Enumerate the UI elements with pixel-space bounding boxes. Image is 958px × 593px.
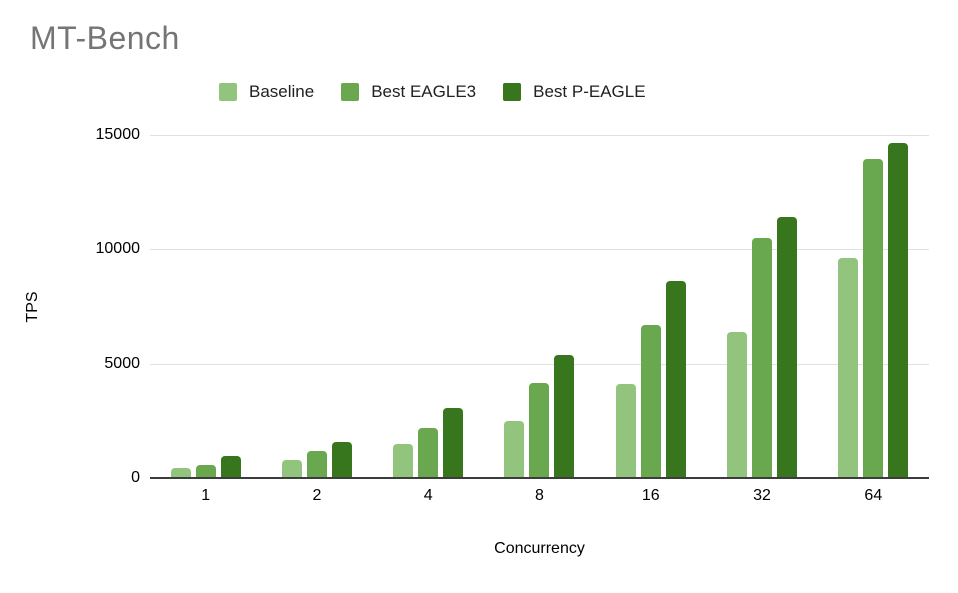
legend-item-baseline: Baseline — [219, 82, 314, 102]
bar-best-eagle3-4 — [418, 428, 439, 478]
y-tick-label: 15000 — [95, 126, 141, 143]
bar-baseline-64 — [838, 258, 859, 478]
y-tick-label: 10000 — [95, 240, 141, 258]
bar-baseline-1 — [170, 468, 191, 478]
bar-group-16 — [595, 281, 706, 478]
legend-label-best-p-eagle: Best P-EAGLE — [533, 82, 646, 101]
x-tick-label: 32 — [753, 487, 771, 504]
bar-baseline-8 — [504, 421, 525, 478]
bar-best-p-eagle-64 — [888, 143, 909, 478]
gridline — [150, 249, 929, 251]
chart-title: MT-Bench — [30, 20, 180, 56]
x-tick-label: 8 — [535, 487, 544, 504]
bar-baseline-4 — [393, 444, 414, 478]
bar-best-eagle3-2 — [306, 451, 327, 478]
bar-best-p-eagle-2 — [331, 442, 352, 478]
plot-area — [150, 135, 929, 479]
bar-best-p-eagle-32 — [777, 217, 798, 478]
legend-item-best-p-eagle: Best P-EAGLE — [503, 82, 646, 102]
gridline — [150, 363, 929, 365]
bar-baseline-16 — [615, 384, 636, 478]
legend-swatch-baseline-icon — [219, 83, 237, 101]
bar-baseline-32 — [727, 332, 748, 478]
x-tick-label: 64 — [864, 487, 883, 504]
bar-best-eagle3-32 — [752, 238, 773, 478]
x-axis-title: Concurrency — [494, 540, 585, 557]
x-axis-ticks: 1 2 4 8 16 32 64 — [150, 487, 929, 505]
bar-best-p-eagle-16 — [665, 281, 686, 478]
bar-group-2 — [261, 442, 372, 478]
bar-best-eagle3-16 — [640, 325, 661, 478]
bar-best-eagle3-8 — [529, 383, 550, 478]
x-axis-line — [150, 477, 929, 479]
bar-group-8 — [484, 355, 595, 478]
bar-best-p-eagle-1 — [220, 456, 241, 478]
bar-best-eagle3-1 — [195, 465, 216, 478]
legend-swatch-best-eagle3-icon — [341, 83, 360, 101]
legend-item-best-eagle3: Best EAGLE3 — [341, 82, 476, 102]
bar-best-p-eagle-8 — [554, 355, 575, 478]
bar-best-p-eagle-4 — [443, 408, 464, 478]
legend: Baseline Best EAGLE3 Best P-EAGLE — [219, 82, 646, 102]
bar-group-64 — [818, 143, 929, 478]
legend-swatch-best-p-eagle-icon — [503, 83, 522, 101]
bar-group-32 — [706, 217, 817, 478]
x-tick-label: 4 — [423, 487, 433, 504]
y-tick-label: 5000 — [104, 354, 140, 372]
x-tick-label: 16 — [641, 487, 660, 504]
bar-group-4 — [373, 408, 484, 478]
bar-group-1 — [150, 456, 261, 478]
bar-best-eagle3-64 — [863, 159, 884, 478]
gridline — [150, 135, 929, 136]
x-tick-label: 2 — [312, 487, 322, 504]
y-axis-title: TPS — [24, 291, 41, 323]
bar-groups — [150, 135, 929, 478]
bar-baseline-2 — [281, 460, 302, 478]
legend-label-best-eagle3: Best EAGLE3 — [371, 82, 477, 101]
legend-label-baseline: Baseline — [249, 82, 315, 101]
x-tick-label: 1 — [201, 487, 211, 504]
y-tick-label: 0 — [131, 469, 140, 486]
